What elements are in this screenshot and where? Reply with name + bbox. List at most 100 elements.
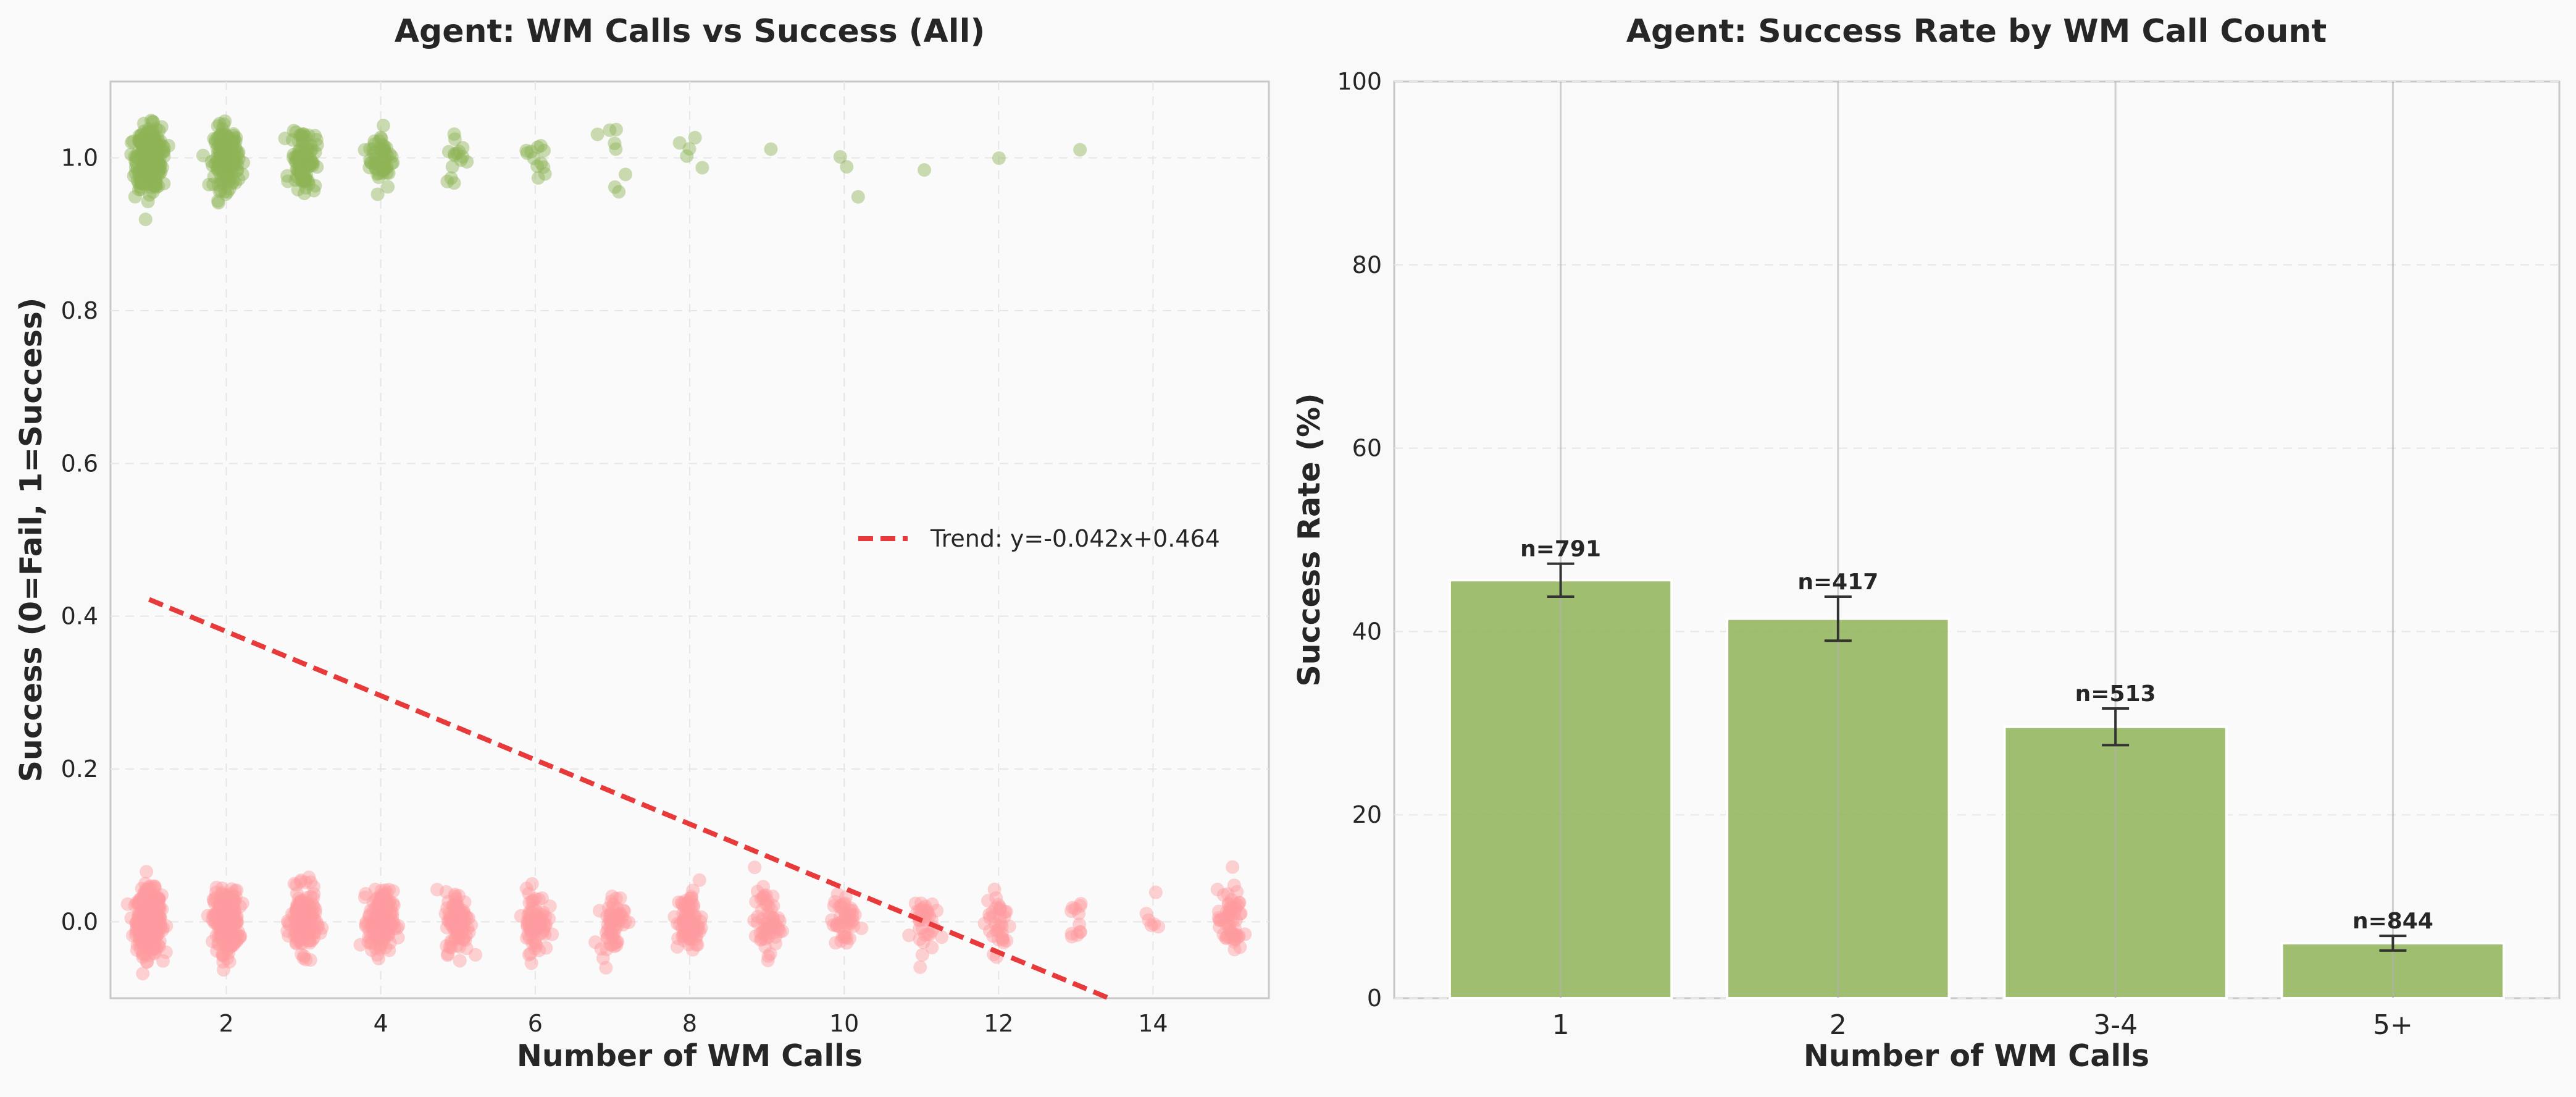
- success-point: [140, 133, 154, 147]
- success-point: [145, 134, 159, 148]
- fail-point: [133, 911, 147, 925]
- fail-point: [385, 918, 399, 933]
- fail-point: [215, 917, 230, 931]
- fail-point: [143, 916, 157, 930]
- fail-point: [606, 901, 620, 915]
- fail-point: [372, 896, 387, 910]
- success-point: [146, 161, 161, 175]
- fail-point: [144, 917, 159, 931]
- fail-point: [148, 917, 162, 931]
- fail-point: [213, 918, 227, 932]
- success-point: [155, 161, 169, 175]
- fail-point: [377, 908, 391, 922]
- success-point: [218, 158, 232, 172]
- fail-point: [285, 907, 299, 921]
- success-point: [290, 162, 304, 176]
- success-point: [217, 136, 232, 150]
- fail-point: [148, 915, 162, 929]
- fail-point: [211, 937, 225, 951]
- success-point: [140, 137, 154, 151]
- success-point: [143, 153, 157, 167]
- fail-point: [144, 901, 158, 915]
- success-point: [302, 128, 316, 143]
- fail-point: [220, 891, 235, 905]
- success-point: [141, 170, 156, 184]
- fail-point: [377, 923, 391, 938]
- fail-point: [290, 917, 304, 931]
- fail-point: [218, 906, 232, 920]
- fail-point: [298, 915, 312, 930]
- fail-point: [218, 909, 232, 923]
- fail-point: [141, 912, 156, 927]
- fail-point: [1151, 920, 1165, 934]
- fail-point: [378, 897, 393, 912]
- success-point: [217, 135, 231, 149]
- fail-point: [292, 905, 306, 919]
- fail-point: [220, 899, 234, 914]
- fail-point: [374, 917, 388, 931]
- fail-point: [132, 917, 146, 931]
- fail-point: [380, 920, 395, 934]
- success-point: [142, 141, 156, 155]
- fail-point: [377, 889, 391, 903]
- fail-point: [136, 902, 151, 917]
- fail-point: [458, 895, 472, 909]
- fail-point: [138, 876, 153, 891]
- fail-point: [377, 925, 391, 939]
- success-point: [151, 142, 165, 156]
- success-point: [217, 158, 232, 172]
- fail-point: [454, 926, 469, 940]
- success-point: [128, 154, 143, 168]
- fail-point: [375, 921, 390, 935]
- success-point: [298, 174, 312, 188]
- fail-point: [146, 901, 161, 915]
- success-point: [128, 149, 142, 164]
- fail-point: [140, 904, 154, 918]
- fail-point: [231, 925, 245, 939]
- success-point: [217, 169, 231, 183]
- fail-point: [448, 889, 462, 903]
- fail-point: [359, 886, 373, 901]
- success-point: [144, 158, 158, 172]
- fail-point: [214, 899, 228, 913]
- fail-point: [215, 881, 229, 896]
- success-point: [144, 158, 158, 172]
- fail-point: [138, 892, 153, 906]
- fail-point: [223, 928, 237, 942]
- fail-point: [143, 933, 157, 948]
- success-point: [219, 128, 233, 142]
- fail-point: [290, 878, 304, 892]
- fail-point: [387, 916, 401, 930]
- success-point: [375, 138, 390, 152]
- success-point: [149, 179, 163, 193]
- fail-point: [212, 906, 227, 920]
- fail-point: [149, 901, 163, 915]
- fail-point: [142, 938, 156, 952]
- success-point: [286, 148, 301, 162]
- fail-point: [447, 912, 461, 927]
- fail-point: [146, 920, 161, 935]
- fail-point: [370, 897, 384, 912]
- success-point: [141, 161, 155, 175]
- success-point: [136, 158, 150, 172]
- fail-point: [225, 889, 240, 904]
- success-point: [291, 133, 306, 148]
- fail-point: [148, 940, 162, 954]
- success-point: [149, 143, 163, 157]
- success-point: [296, 161, 311, 175]
- success-point: [370, 156, 384, 170]
- success-point: [136, 142, 150, 156]
- success-point: [140, 140, 154, 154]
- fail-point: [148, 909, 162, 923]
- fail-point: [374, 906, 388, 920]
- success-point: [292, 144, 306, 158]
- success-point: [151, 166, 165, 180]
- fail-point: [450, 899, 464, 913]
- success-point: [133, 171, 148, 185]
- fail-point: [216, 912, 230, 926]
- fail-point: [377, 925, 391, 939]
- success-point: [218, 127, 232, 141]
- success-point: [379, 161, 393, 175]
- fail-point: [141, 923, 156, 937]
